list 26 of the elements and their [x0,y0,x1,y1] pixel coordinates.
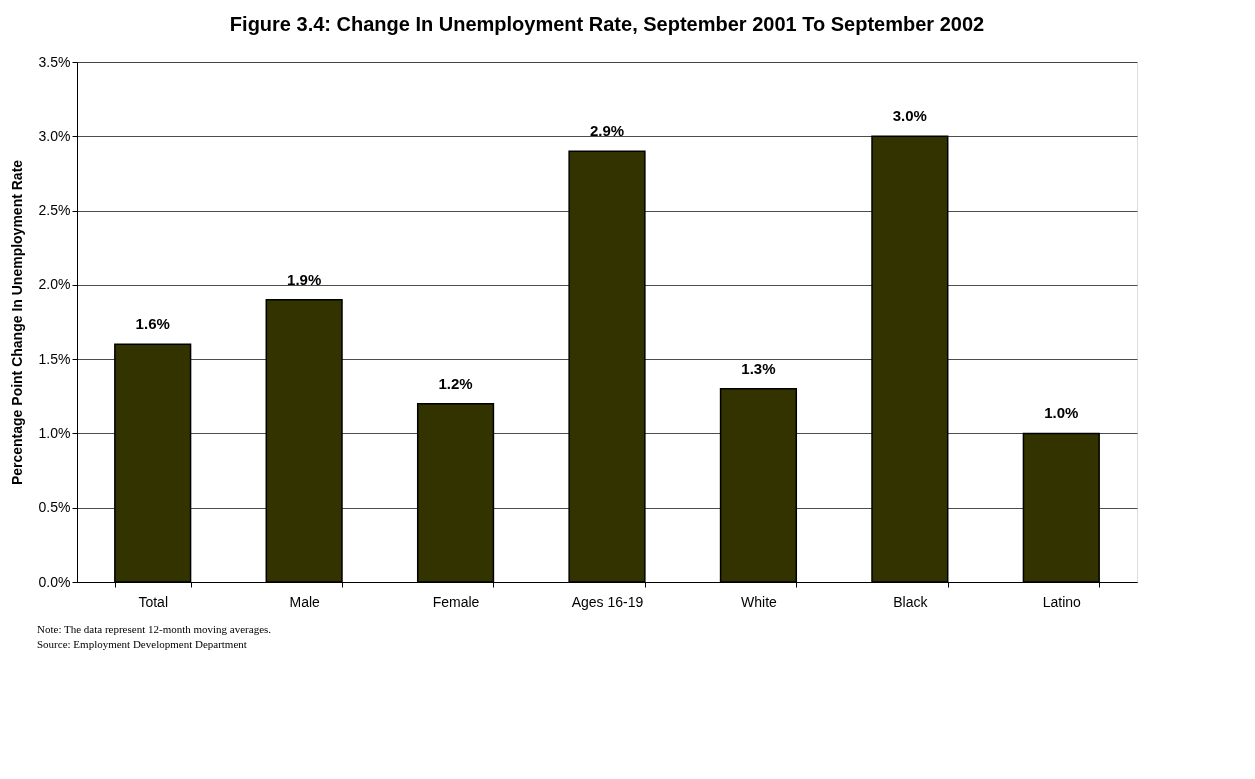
x-tick-label: Total [138,593,168,610]
data-label: 1.6% [135,315,170,333]
x-tick-label: Latino [1042,593,1082,610]
text: Note: The data represent 12-month moving averages. [37,623,272,635]
data-label: 2.9% [589,122,625,140]
y-tick-label: 3.5% [38,53,71,70]
y-tick-label: 3.0% [38,127,71,144]
data-label: 1.2% [438,374,473,392]
source-note: Source: Employment Development Department [37,638,247,650]
y-tick-label: 2.5% [38,202,71,219]
y-tick-label: 1.0% [38,424,71,441]
y-axis-title: Percentage Point Change In Unemployment Rate [8,159,25,486]
data-label: 1.9% [287,270,322,288]
x-tick-label: Ages 16-19 [571,593,644,610]
chart-title: Figure 3.4: Change In Unemployment Rate, September 2001 To September 2002 [229,13,985,35]
data-label: 1.0% [1044,404,1079,422]
x-tick-label: Black [893,593,929,610]
x-tick-label: Female [432,593,480,610]
x-tick-label: Male [289,593,321,610]
y-tick-label: 2.0% [38,276,71,293]
data-label: 1.3% [741,359,776,377]
y-tick-label: 0.0% [38,573,71,590]
y-tick-label: 0.5% [38,499,71,516]
x-tick-label: White [741,593,778,610]
y-tick-label: 1.5% [38,350,71,367]
data-label: 3.0% [892,107,927,125]
